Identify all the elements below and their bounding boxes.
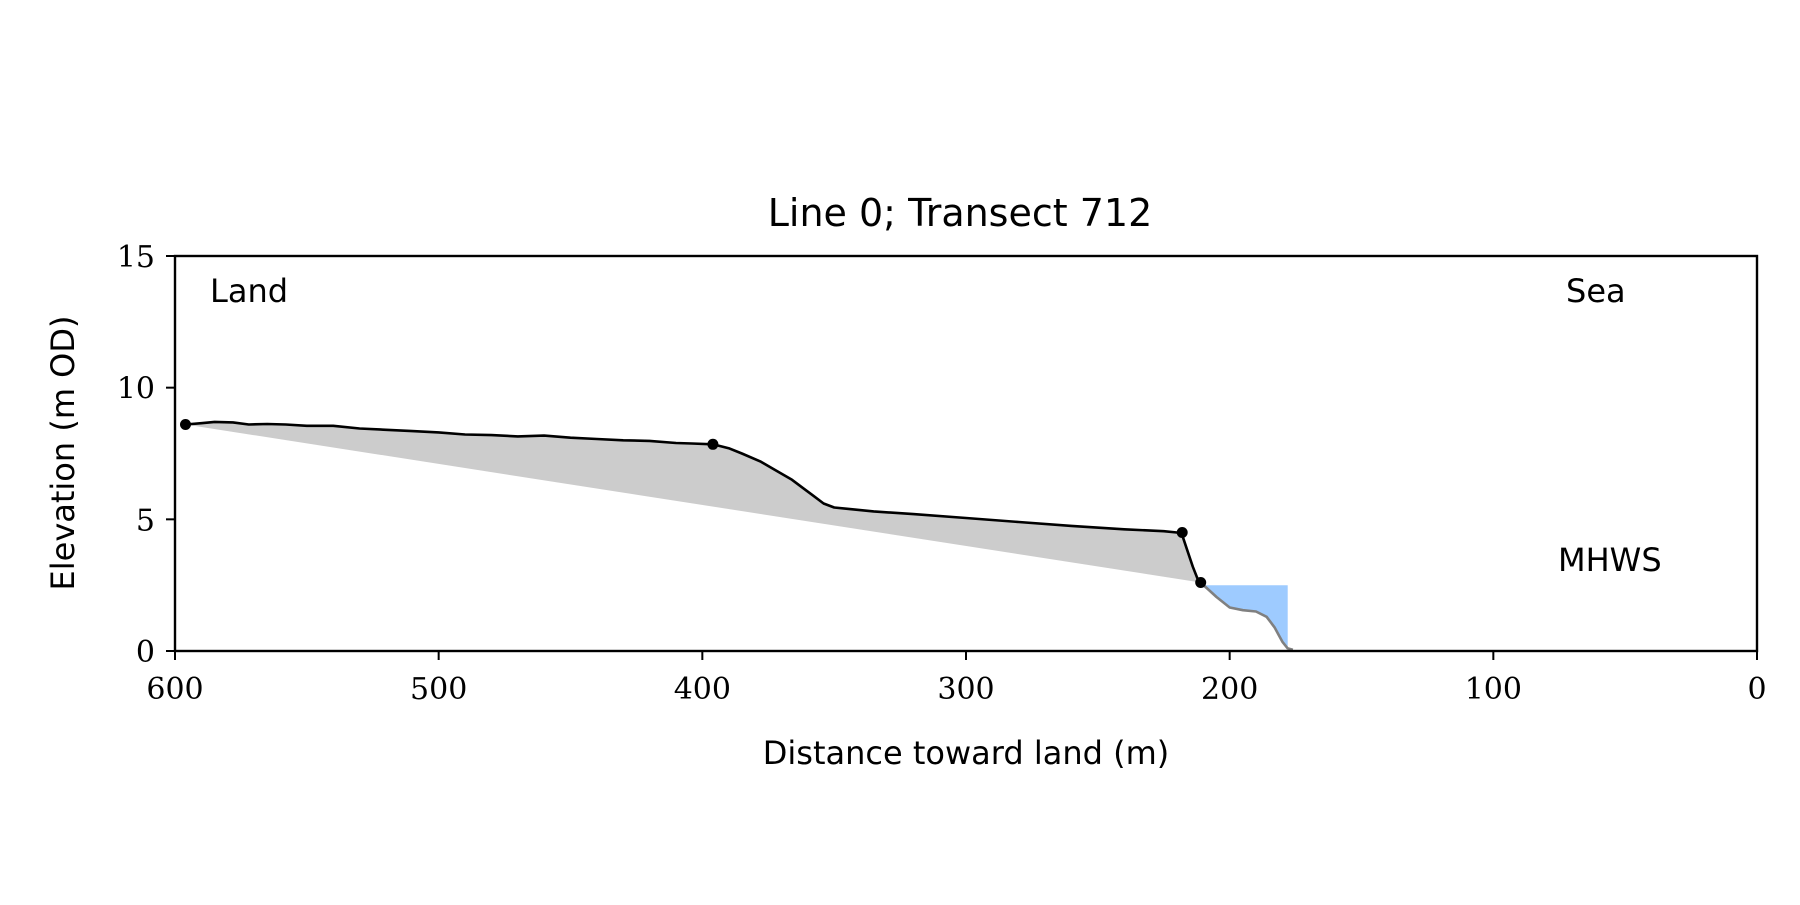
profile-marker — [180, 419, 191, 430]
land-label: Land — [210, 272, 288, 310]
plot-area — [180, 419, 1294, 651]
cut-fill-area — [185, 421, 1201, 583]
x-tick-label: 500 — [410, 672, 467, 707]
x-tick-label: 0 — [1747, 672, 1766, 707]
y-tick-label: 10 — [117, 372, 155, 407]
chart-title: Line 0; Transect 712 — [768, 191, 1153, 235]
x-axis: 600 500 400 300 200 100 0 — [146, 651, 1767, 707]
y-tick-label: 15 — [117, 240, 155, 275]
profile-marker — [1195, 577, 1207, 588]
y-axis: 0 5 10 15 — [117, 240, 175, 670]
x-tick-label: 200 — [1201, 672, 1258, 707]
x-tick-label: 400 — [674, 672, 731, 707]
profile-marker — [1176, 527, 1188, 538]
sea-label: Sea — [1566, 272, 1626, 310]
beach-profile-line — [1199, 581, 1294, 651]
mhws-label: MHWS — [1558, 541, 1662, 579]
y-tick-label: 0 — [136, 635, 155, 670]
x-axis-label: Distance toward land (m) — [763, 734, 1169, 772]
y-tick-label: 5 — [136, 503, 155, 538]
x-tick-label: 600 — [146, 672, 203, 707]
y-axis-label: Elevation (m OD) — [44, 316, 82, 591]
profile-marker — [707, 438, 719, 450]
x-tick-label: 300 — [937, 672, 994, 707]
x-tick-label: 100 — [1465, 672, 1522, 707]
